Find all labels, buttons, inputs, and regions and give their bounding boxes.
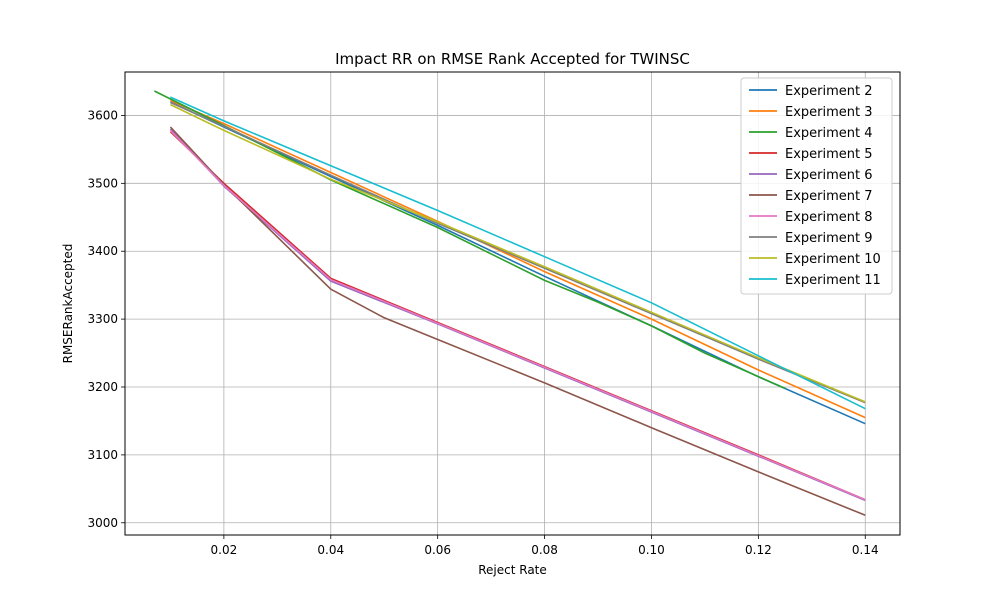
- legend-label: Experiment 8: [785, 210, 873, 225]
- series-line-experiment-8: [169, 129, 866, 501]
- legend-label: Experiment 9: [785, 231, 873, 246]
- x-tick-label: 0.10: [638, 543, 665, 557]
- legend-label: Experiment 10: [785, 252, 881, 267]
- x-tick-label: 0.12: [745, 543, 772, 557]
- x-tick-label: 0.04: [317, 543, 344, 557]
- x-tick-label: 0.08: [531, 543, 558, 557]
- x-axis-label: Reject Rate: [478, 563, 547, 577]
- y-tick-label: 3200: [87, 380, 118, 394]
- series-line-experiment-9: [170, 101, 866, 404]
- legend-label: Experiment 11: [785, 273, 881, 288]
- y-tick-label: 3600: [87, 108, 118, 122]
- series-line-experiment-11: [170, 96, 866, 410]
- plot-frame: [124, 71, 901, 536]
- y-axis-label: RMSERankAccepted: [61, 244, 75, 364]
- series-line-experiment-7: [169, 126, 866, 517]
- legend-label: Experiment 3: [785, 105, 873, 120]
- y-tick-label: 3500: [87, 176, 118, 190]
- series-line-experiment-10: [170, 103, 866, 403]
- legend-box: [740, 77, 893, 295]
- y-tick-label: 3000: [87, 516, 118, 530]
- legend-label: Experiment 6: [785, 168, 873, 183]
- y-tick-label: 3100: [87, 448, 118, 462]
- legend-label: Experiment 2: [785, 84, 873, 99]
- x-tick-label: 0.06: [424, 543, 451, 557]
- y-tick-label: 3400: [87, 244, 118, 258]
- x-tick-label: 0.02: [211, 543, 238, 557]
- legend-label: Experiment 7: [785, 189, 873, 204]
- series-lines: [154, 90, 866, 517]
- chart-title: Impact RR on RMSE Rank Accepted for TWIN…: [335, 50, 690, 68]
- x-tick-label: 0.14: [852, 543, 879, 557]
- legend: Experiment 2 Experiment 3 Experiment 4 Expe…: [740, 77, 893, 295]
- series-line-experiment-4: [154, 90, 786, 390]
- legend-label: Experiment 4: [785, 126, 873, 141]
- legend-label: Experiment 5: [785, 147, 873, 162]
- y-tick-label: 3300: [87, 312, 118, 326]
- axis-ticks: 0.02 0.04 0.06 0.08 0.10 0.12 0.14 3000 3100 3200…: [87, 108, 878, 557]
